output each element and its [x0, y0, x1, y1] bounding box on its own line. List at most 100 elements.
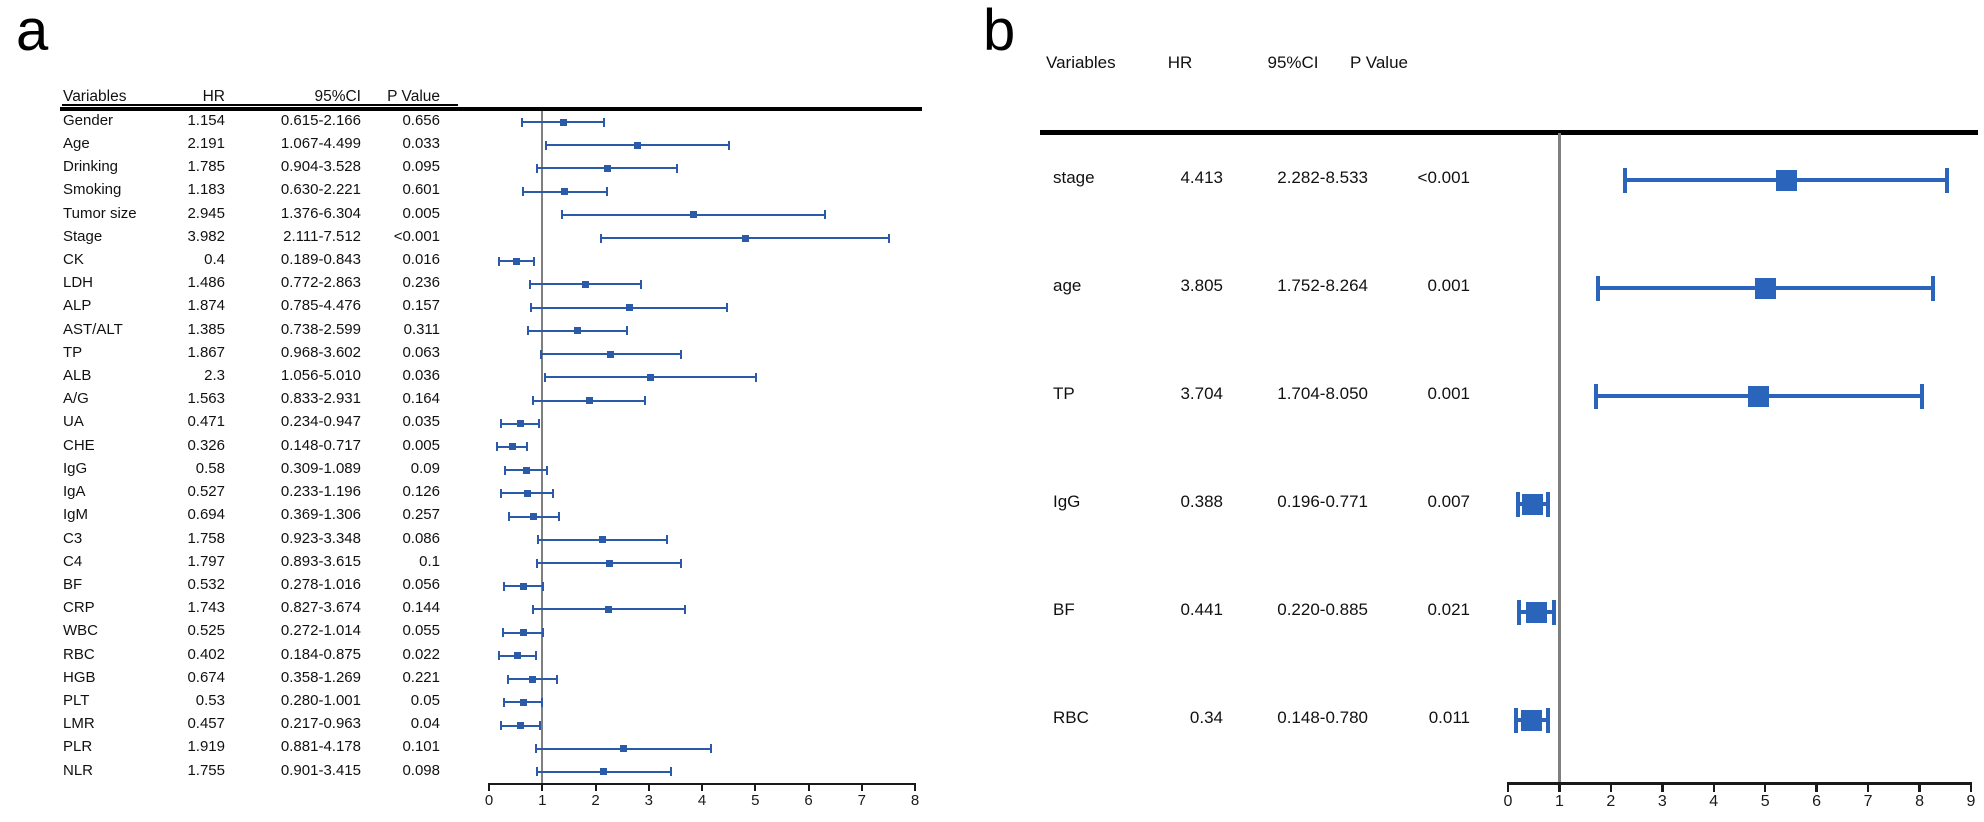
panel-a-label: a — [16, 0, 49, 63]
ci-cap-left — [544, 372, 547, 382]
hr-marker — [603, 164, 611, 172]
p-value: 0.021 — [1427, 600, 1470, 620]
row-label: C4 — [63, 552, 83, 570]
ci-cap-right — [539, 721, 542, 731]
hr-value: 2.945 — [187, 204, 225, 222]
ci-cap-left — [544, 140, 547, 150]
hr-value: 0.402 — [187, 645, 225, 663]
p-value: <0.001 — [1417, 168, 1470, 188]
ci-cap-right — [541, 628, 544, 638]
header-underline — [62, 104, 458, 106]
hr-value: 1.874 — [187, 297, 225, 315]
row-label: HGB — [63, 668, 96, 686]
ci-cap-left — [1513, 707, 1518, 733]
hr-value: 1.785 — [187, 158, 225, 176]
axis-tick-label: 2 — [591, 792, 600, 809]
row-label: CRP — [63, 599, 95, 617]
row-label: stage — [1053, 168, 1095, 188]
axis-tick-label: 6 — [804, 792, 813, 809]
hr-marker — [1748, 385, 1770, 407]
axis-tick — [1918, 782, 1921, 792]
ci-value: 1.752-8.264 — [1277, 276, 1368, 296]
hr-value: 4.413 — [1180, 168, 1223, 188]
ci-cap-left — [1517, 599, 1522, 625]
panel-b-label: b — [983, 0, 1016, 63]
hr-marker — [582, 280, 590, 288]
p-value: 0.086 — [402, 529, 440, 547]
hr-value: 1.563 — [187, 390, 225, 408]
ci-cap-right — [675, 163, 678, 173]
ci-cap-left — [497, 651, 500, 661]
p-value: 0.005 — [402, 436, 440, 454]
axis-tick — [914, 783, 916, 791]
ci-value: 0.234-0.947 — [280, 413, 361, 431]
ci-cap-right — [669, 767, 672, 777]
hr-marker — [625, 304, 633, 312]
hr-marker — [519, 629, 527, 637]
axis-tick-label: 1 — [538, 792, 547, 809]
hr-marker — [633, 141, 641, 149]
column-header-hr: HR — [202, 88, 225, 105]
ci-cap-left — [500, 488, 503, 498]
hr-value: 1.385 — [187, 320, 225, 338]
row-label: Tumor size — [63, 204, 137, 222]
row-label: BF — [63, 575, 83, 593]
p-value: 0.033 — [402, 134, 440, 152]
row-label: ALP — [63, 297, 92, 315]
hr-marker — [559, 118, 567, 126]
hr-marker — [522, 466, 530, 474]
ci-value: 2.111-7.512 — [283, 227, 361, 245]
axis-tick — [1866, 782, 1870, 792]
axis-tick — [1609, 782, 1613, 792]
axis-tick-label: 3 — [1657, 793, 1667, 810]
axis-tick-label: 2 — [1606, 793, 1616, 810]
hr-value: 0.388 — [1180, 492, 1223, 512]
ci-cap-right — [606, 187, 609, 197]
ci-cap-right — [683, 604, 686, 614]
row-label: IgM — [63, 506, 89, 524]
ci-value: 0.278-1.016 — [280, 575, 361, 593]
axis-tick-label: 8 — [1915, 793, 1924, 810]
p-value: 0.022 — [402, 645, 440, 663]
axis-tick-label: 7 — [857, 792, 866, 809]
axis-tick — [1506, 782, 1510, 792]
axis-tick — [647, 783, 650, 791]
hr-marker — [605, 559, 613, 567]
axis-tick-label: 5 — [1760, 793, 1770, 810]
hr-marker — [1525, 601, 1547, 623]
ci-cap-left — [529, 279, 532, 289]
ci-value: 0.272-1.014 — [280, 622, 361, 640]
axis-tick-label: 3 — [644, 792, 653, 809]
ci-value: 0.196-0.771 — [1277, 492, 1368, 512]
hr-marker — [600, 768, 608, 776]
p-value: 0.036 — [402, 367, 440, 385]
ci-value: 0.615-2.166 — [280, 111, 361, 129]
reference-line — [1558, 133, 1561, 782]
axis-tick-label: 0 — [484, 792, 494, 809]
ci-cap-left — [507, 512, 510, 522]
header-rule — [60, 107, 922, 111]
column-header-hr: HR — [1167, 53, 1193, 72]
hr-value: 0.527 — [187, 483, 225, 501]
row-label: IgA — [63, 483, 86, 501]
hr-value: 3.704 — [1180, 384, 1223, 404]
p-value: 0.05 — [410, 692, 440, 710]
ci-value: 1.067-4.499 — [280, 134, 361, 152]
ci-cap-left — [537, 535, 540, 545]
hr-marker — [1755, 277, 1777, 299]
ci-value: 0.923-3.348 — [280, 529, 361, 547]
axis-tick — [1815, 782, 1818, 792]
row-label: age — [1053, 276, 1082, 296]
ci-cap-right — [526, 442, 529, 452]
hr-marker — [1522, 493, 1544, 515]
p-value: 0.1 — [419, 552, 440, 570]
ci-cap-left — [600, 233, 603, 243]
reference-line — [541, 111, 544, 783]
column-header-variables: Variables — [63, 88, 127, 105]
axis-tick — [488, 783, 490, 791]
hr-value: 2.3 — [204, 367, 225, 385]
row-label: BF — [1053, 600, 1075, 620]
ci-cap-left — [1516, 491, 1521, 517]
row-label: WBC — [63, 622, 98, 640]
